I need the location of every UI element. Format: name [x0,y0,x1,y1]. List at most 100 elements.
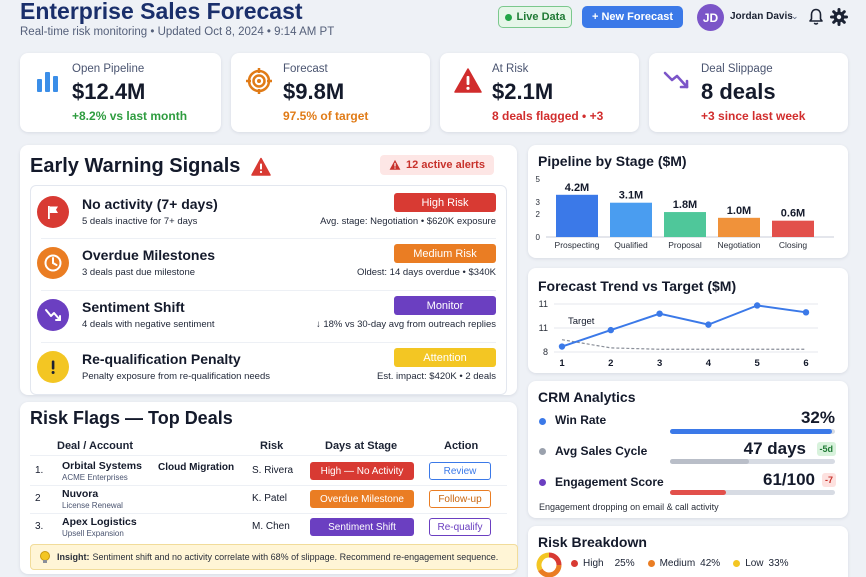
forecast-trend-panel: Forecast Trend vs Target ($M) 11 11 8 Targe… [528,268,848,373]
warning-icon [251,157,271,176]
divider [30,485,507,486]
signal-detail: Est. impact: $420K • 2 deals [377,371,496,382]
legend-label: High [583,558,604,569]
deal-name[interactable]: Orbital Systems [62,460,142,472]
legend-value: 42% [700,558,721,569]
y-tick-label: 2 [536,210,541,219]
kpi-card-deal-slippage[interactable]: Deal Slippage 8 deals +3 since last week [649,53,848,132]
metric-dot [539,418,546,425]
metric-value: 32% [800,408,835,427]
metric-label: Engagement Score [555,475,664,489]
column-header[interactable]: Risk [260,440,284,452]
live-data-button[interactable]: Live Data [498,6,572,28]
bar-value-label: 4.2M [565,182,589,194]
new-forecast-button[interactable]: + New Forecast [582,6,683,28]
signal-item[interactable]: No activity (7+ days) 5 deals inactive f… [31,188,506,238]
signal-item[interactable]: Sentiment Shift 4 deals with negative se… [31,291,506,341]
kpi-card-at-risk[interactable]: At Risk $2.1M 8 deals flagged • +3 [440,53,639,132]
column-header[interactable]: Deal / Account [57,440,133,452]
signal-item[interactable]: Overdue Milestones 3 deals past due mile… [31,239,506,289]
row-number: 1. [35,465,44,476]
divider [41,238,496,239]
signal-badge[interactable]: Medium Risk [394,244,496,263]
kpi-delta: 8 deals flagged • +3 [492,109,604,123]
metric-bar-fill [670,459,750,464]
bell-icon[interactable] [808,8,824,26]
bar [610,202,652,237]
donut-slice [548,552,562,566]
crm-metric-engagement-score[interactable]: Engagement Score 61/100 -7 [528,468,848,498]
x-tick-label: 6 [803,358,808,369]
signal-detail: ↓ 18% vs 30-day avg from outreach replie… [315,319,496,330]
re-qualify-button[interactable]: Re-qualify [429,518,491,536]
row-number: 3. [35,521,44,532]
divider [30,455,507,456]
kpi-label: Open Pipeline [72,63,145,75]
deal-type: Cloud Migration [158,462,235,473]
metric-bar-fill [670,429,832,434]
table-row[interactable]: 3. Apex Logistics Upsell Expansion M. Ch… [20,514,517,541]
insight-banner: Insight: Sentiment shift and no activity… [30,544,518,570]
risk-badge: High — No Activity [310,462,414,480]
trend-down-icon [663,71,689,89]
deal-name[interactable]: Apex Logistics [62,516,137,528]
legend-value: 25% [614,558,635,569]
chevron-down-icon[interactable]: ⌄ [791,11,799,21]
deal-account: Upsell Expansion [62,529,124,538]
kpi-label: Forecast [283,63,328,75]
early-warning-title: Early Warning Signals [30,155,241,177]
risk-breakdown-title: Risk Breakdown [538,534,647,550]
data-point [705,321,712,328]
donut-slice [536,552,550,572]
x-tick-label: 5 [755,358,761,369]
signal-badge[interactable]: Attention [394,348,496,367]
warning-icon [389,159,401,170]
legend-value: 33% [768,558,789,569]
row-number: 2 [35,493,41,504]
signal-badge[interactable]: High Risk [394,193,496,212]
x-tick-label: Qualified [614,240,648,250]
signal-item[interactable]: Re-qualification Penalty Penalty exposur… [31,343,506,393]
donut-slice [538,564,562,577]
table-row[interactable]: 1. Orbital Systems ACME Enterprises Clou… [20,458,517,485]
deal-account: License Renewal [62,501,123,510]
signal-subtitle: 4 deals with negative sentiment [82,319,215,330]
flag-icon [37,196,69,228]
data-point [802,309,810,316]
column-header[interactable]: Days at Stage [325,440,398,452]
signal-title: Sentiment Shift [82,299,185,315]
y-tick-label: 3 [536,198,541,207]
signal-subtitle: 5 deals inactive for 7+ days [82,216,198,227]
active-alerts-badge[interactable]: 12 active alerts [380,155,494,175]
review-button[interactable]: Review [429,462,491,480]
crm-metric-win-rate[interactable]: Win Rate 32% [528,407,848,437]
signal-detail: Oldest: 14 days overdue • $340K [356,267,496,278]
kpi-card-open-pipeline[interactable]: Open Pipeline $12.4M +8.2% vs last month [20,53,221,132]
kpi-card-forecast[interactable]: Forecast $9.8M 97.5% of target [231,53,430,132]
divider [41,290,496,291]
bar [718,217,760,237]
insight-text: Sentiment shift and no activity correlat… [92,552,499,562]
table-row[interactable]: 2 Nuvora License Renewal K. Patel Overdu… [20,486,517,513]
follow-up-button[interactable]: Follow-up [429,490,491,508]
gear-icon[interactable] [830,8,848,26]
metric-dot [539,479,546,486]
page-title: Enterprise Sales Forecast [20,0,303,24]
target-line [561,339,806,350]
risk-badge: Overdue Milestone [310,490,414,508]
bar [664,212,706,237]
y-tick-label: 11 [539,299,548,309]
crm-note: Engagement dropping on email & call acti… [539,502,719,512]
metric-change-chip: -5d [816,442,836,456]
crm-analytics-panel: CRM Analytics Win Rate 32% Avg Sales Cyc… [528,381,848,518]
signal-badge[interactable]: Monitor [394,296,496,315]
crm-metric-avg-sales-cycle[interactable]: Avg Sales Cycle 47 days -5d [528,437,848,467]
deal-owner: M. Chen [252,521,290,532]
deal-name[interactable]: Nuvora [62,488,99,500]
signal-title: Re-qualification Penalty [82,351,241,367]
avatar[interactable]: JD [697,4,724,31]
user-name[interactable]: Jordan Davis [730,11,793,22]
kpi-value: 8 deals [701,79,776,104]
target-icon [246,68,272,94]
column-header[interactable]: Action [444,440,479,452]
